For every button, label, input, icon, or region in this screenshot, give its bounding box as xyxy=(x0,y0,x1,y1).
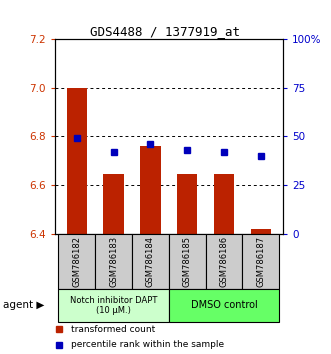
Text: GSM786187: GSM786187 xyxy=(257,235,265,287)
Text: GDS4488 / 1377919_at: GDS4488 / 1377919_at xyxy=(90,25,241,38)
Bar xyxy=(206,234,243,289)
Bar xyxy=(140,146,161,234)
Text: percentile rank within the sample: percentile rank within the sample xyxy=(71,340,224,349)
Bar xyxy=(251,229,271,234)
Text: GSM786186: GSM786186 xyxy=(219,235,229,287)
Bar xyxy=(67,88,87,234)
Bar xyxy=(95,234,132,289)
Bar xyxy=(169,234,206,289)
Bar xyxy=(58,289,169,322)
Bar xyxy=(169,289,279,322)
Bar xyxy=(103,174,124,234)
Text: DMSO control: DMSO control xyxy=(191,300,258,310)
Text: transformed count: transformed count xyxy=(71,325,155,334)
Bar xyxy=(177,174,197,234)
Text: GSM786182: GSM786182 xyxy=(72,235,81,287)
Bar xyxy=(214,174,234,234)
Text: agent ▶: agent ▶ xyxy=(3,300,45,310)
Text: GSM786184: GSM786184 xyxy=(146,235,155,287)
Bar xyxy=(243,234,279,289)
Bar xyxy=(58,234,95,289)
Text: GSM786185: GSM786185 xyxy=(183,235,192,287)
Bar xyxy=(132,234,169,289)
Text: GSM786183: GSM786183 xyxy=(109,235,118,287)
Text: Notch inhibitor DAPT
(10 μM.): Notch inhibitor DAPT (10 μM.) xyxy=(70,296,157,315)
